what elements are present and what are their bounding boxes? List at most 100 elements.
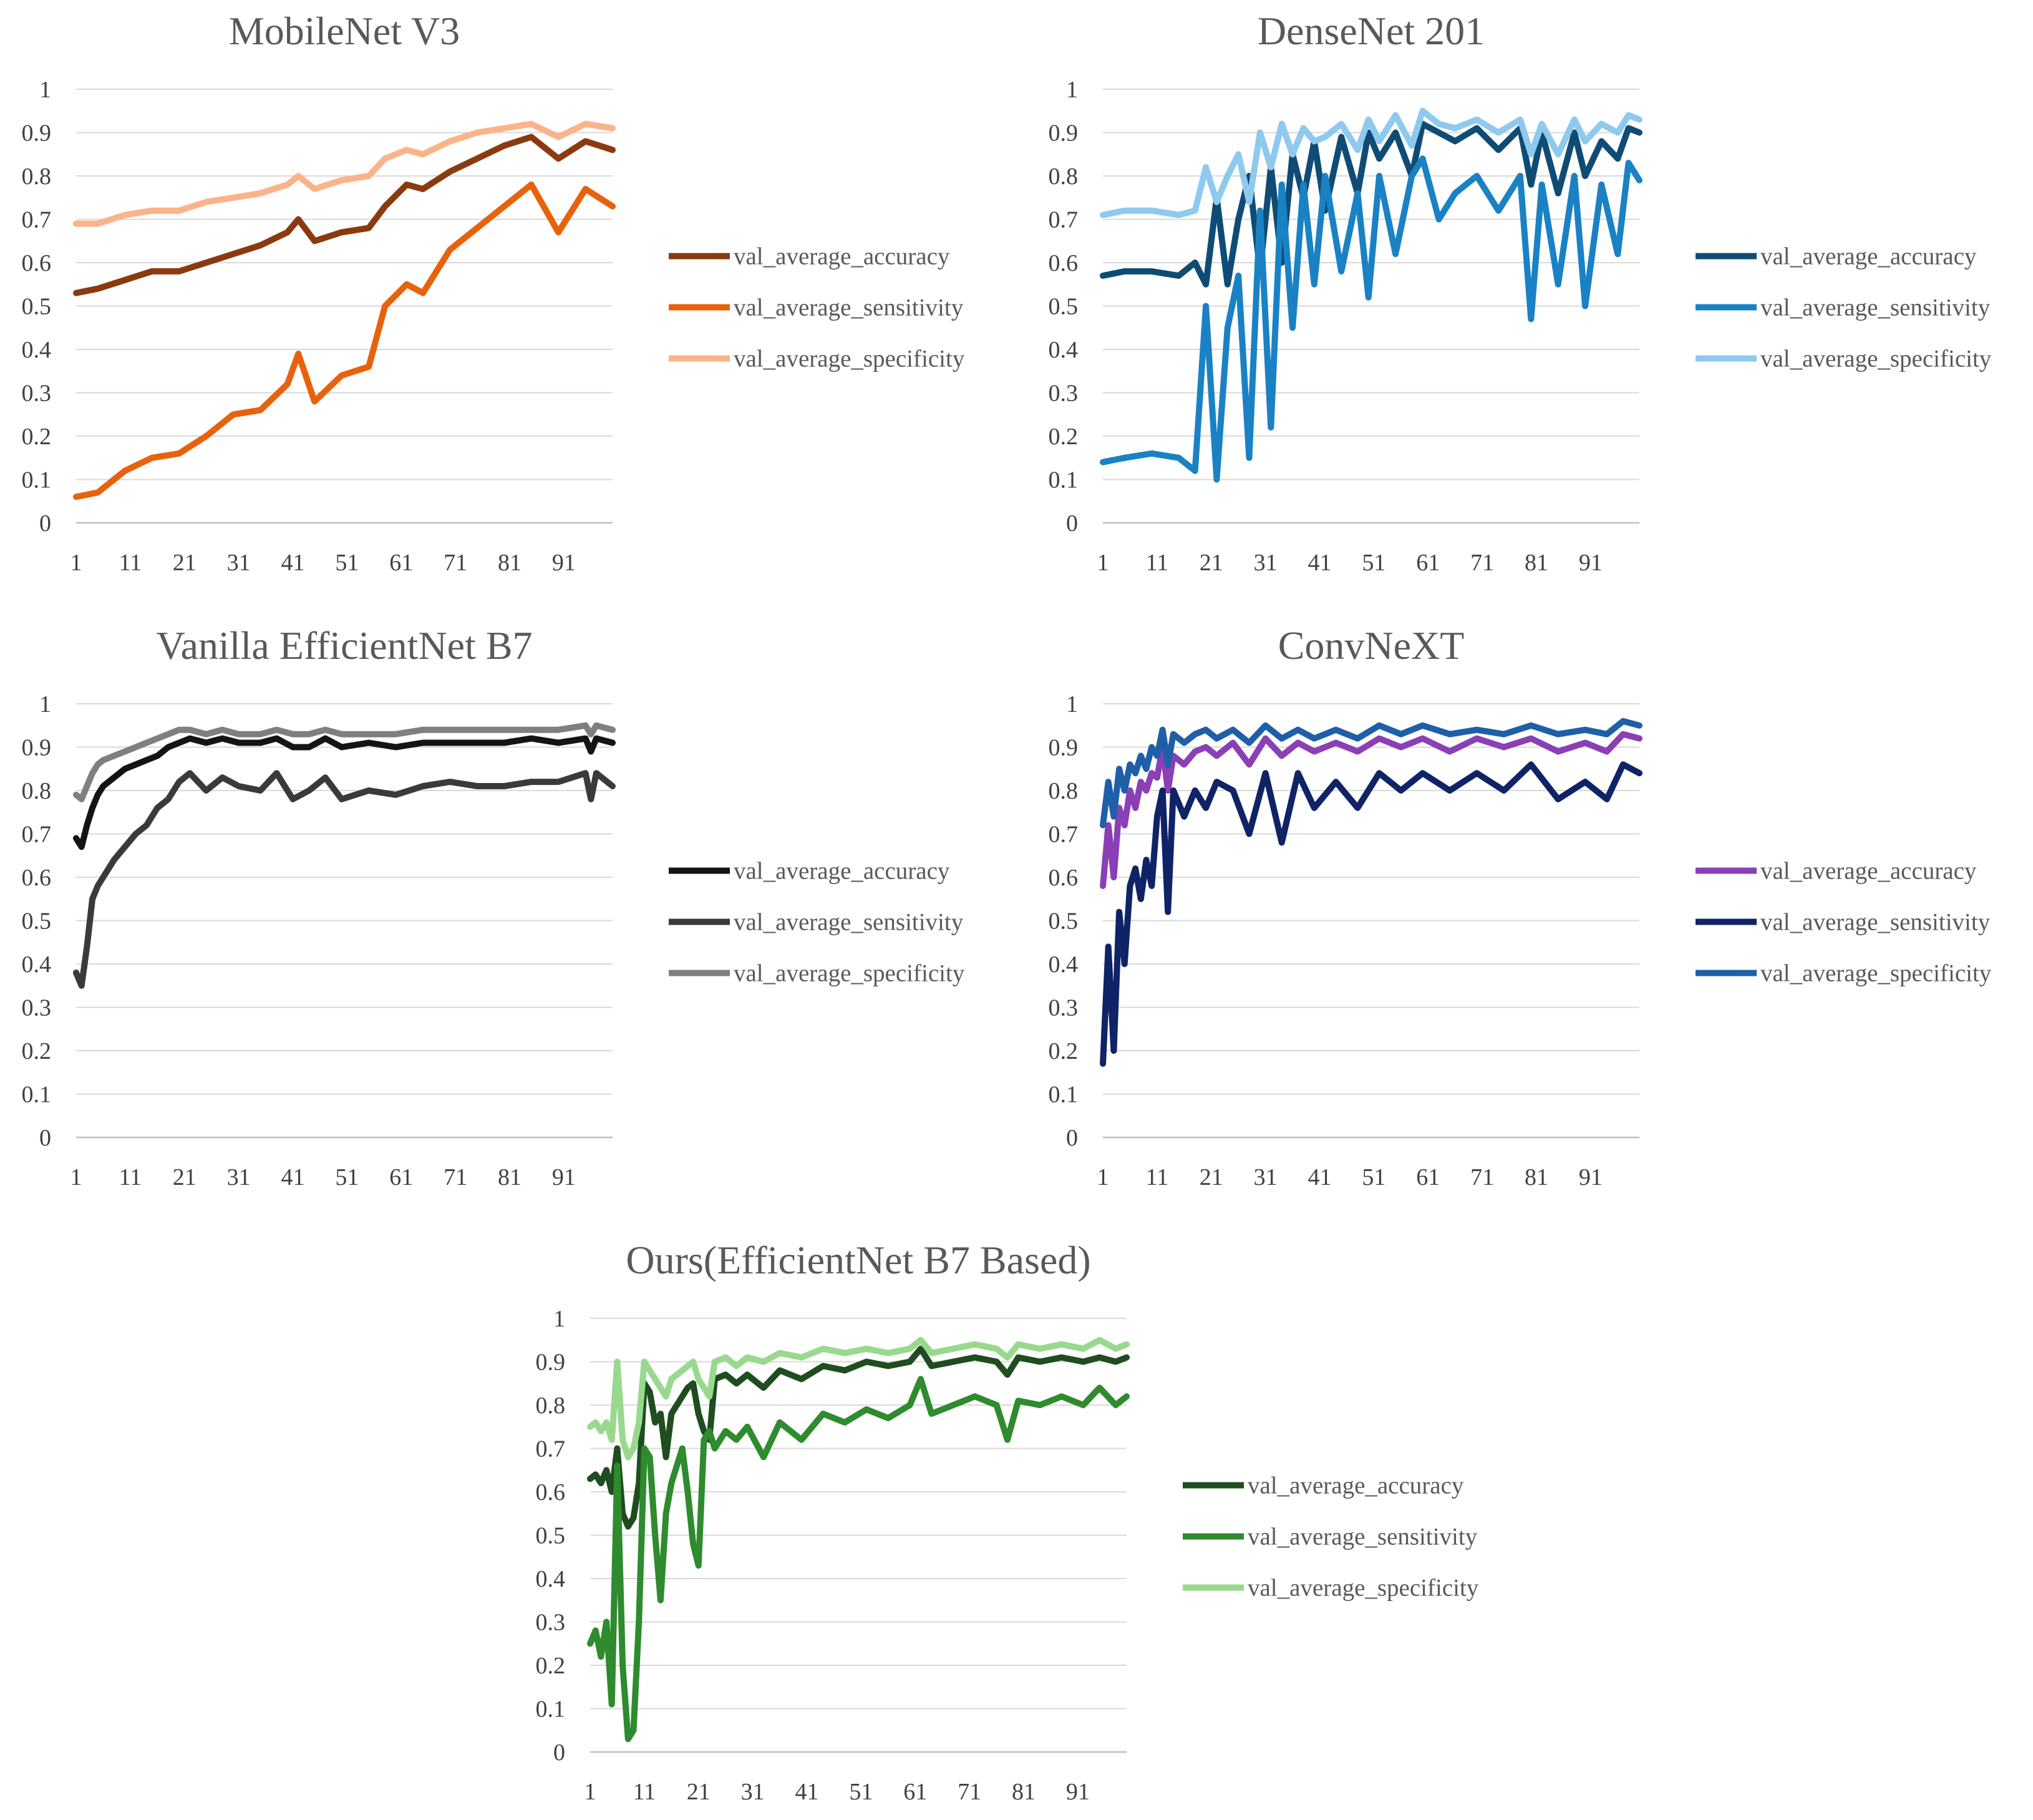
y-tick-label: 0.8 <box>536 1393 566 1419</box>
series-line-val-average-specificity <box>587 1336 1130 1461</box>
y-tick-label: 0.5 <box>1049 908 1079 935</box>
series-line-val-average-accuracy <box>1100 120 1642 288</box>
series-line-val-average-sensitivity <box>73 181 616 500</box>
series-line-val-average-accuracy <box>73 134 616 296</box>
x-tick-label: 41 <box>795 1779 818 1805</box>
legend-label: val_average_specificity <box>734 960 965 987</box>
y-tick-label: 0.4 <box>1049 337 1079 363</box>
y-tick-label: 0.2 <box>536 1653 566 1679</box>
x-tick-label: 61 <box>1416 1164 1440 1190</box>
x-tick-label: 51 <box>335 1164 359 1190</box>
y-tick-label: 0.8 <box>1049 778 1079 804</box>
y-tick-label: 0.8 <box>1049 163 1079 190</box>
y-tick-label: 0.7 <box>1049 207 1079 233</box>
chart-mobilenet-v3: MobileNet V3 0 0.1 0.2 0.3 0.4 0.5 0.6 0.7 0.8 0.9… <box>22 9 965 576</box>
legend-label: val_average_accuracy <box>1760 243 1977 270</box>
y-tick-label: 0.8 <box>22 163 52 190</box>
y-tick-label: 1 <box>553 1306 565 1332</box>
y-tick-label: 0.6 <box>1049 250 1079 276</box>
x-tick-label: 11 <box>119 550 142 576</box>
y-tick-label: 0.6 <box>536 1479 566 1506</box>
x-tick-label: 11 <box>119 1164 142 1190</box>
y-tick-label: 0.3 <box>1049 381 1079 407</box>
y-tick-label: 0.2 <box>22 1038 52 1064</box>
y-tick-label: 0.3 <box>22 995 52 1021</box>
x-tick-label: 81 <box>498 1164 522 1190</box>
x-tick-label: 1 <box>1097 550 1109 576</box>
y-tick-label: 1 <box>39 77 51 103</box>
y-tick-label: 0.5 <box>22 294 52 320</box>
y-tick-label: 0.7 <box>22 207 52 233</box>
x-tick-label: 81 <box>1525 1164 1548 1190</box>
y-tick-label: 0.1 <box>1049 1082 1079 1108</box>
x-tick-label: 41 <box>1308 550 1331 576</box>
y-tick-label: 0.3 <box>536 1610 566 1636</box>
x-tick-label: 1 <box>1097 1164 1109 1190</box>
y-tick-label: 0.7 <box>22 822 52 848</box>
legend-label: val_average_specificity <box>1760 346 1992 372</box>
x-tick-label: 41 <box>1308 1164 1331 1190</box>
y-tick-label: 0.9 <box>22 735 52 761</box>
x-tick-label: 61 <box>1416 550 1440 576</box>
x-tick-label: 61 <box>389 550 413 576</box>
series-line-val-average-specificity <box>73 120 616 227</box>
x-tick-label: 71 <box>1470 1164 1494 1190</box>
chart-vanilla-efficientnet-b7: Vanilla EfficientNet B7 0 0.1 0.2 0.3 0.4 0.5 0… <box>22 623 965 1190</box>
x-tick-label: 1 <box>585 1779 596 1805</box>
y-tick-label: 0.6 <box>22 250 52 276</box>
x-tick-label: 71 <box>1470 550 1494 576</box>
x-tick-label: 21 <box>1200 550 1223 576</box>
x-tick-label: 91 <box>552 550 576 576</box>
series-line-val-average-sensitivity <box>73 770 616 989</box>
chart-title: Ours(EfficientNet B7 Based) <box>626 1238 1090 1282</box>
y-tick-label: 1 <box>39 691 51 718</box>
y-tick-label: 0.2 <box>1049 424 1079 450</box>
x-tick-label: 91 <box>552 1164 576 1190</box>
x-tick-label: 31 <box>227 1164 251 1190</box>
legend-label: val_average_accuracy <box>734 243 950 270</box>
y-tick-label: 0 <box>1066 1125 1078 1151</box>
y-tick-label: 0 <box>39 510 51 537</box>
series-line-val-average-accuracy <box>1100 731 1642 889</box>
x-tick-label: 51 <box>1362 550 1385 576</box>
chart-title: MobileNet V3 <box>229 9 460 53</box>
series-line-val-average-sensitivity <box>1100 761 1642 1067</box>
x-tick-label: 81 <box>1012 1779 1036 1805</box>
x-tick-label: 41 <box>281 1164 304 1190</box>
y-tick-label: 0.4 <box>22 951 52 978</box>
y-tick-label: 0.7 <box>1049 822 1079 848</box>
x-tick-label: 21 <box>1200 1164 1223 1190</box>
y-tick-label: 0.9 <box>536 1350 566 1376</box>
chart-title: DenseNet 201 <box>1258 9 1485 53</box>
x-tick-label: 61 <box>389 1164 413 1190</box>
y-tick-label: 0.9 <box>1049 120 1079 147</box>
y-tick-label: 0.1 <box>1049 467 1079 494</box>
y-tick-label: 0.5 <box>22 908 52 935</box>
series-line-val-average-specificity <box>1100 718 1642 829</box>
x-tick-label: 11 <box>1146 1164 1169 1190</box>
x-tick-label: 21 <box>687 1779 711 1805</box>
x-tick-label: 91 <box>1579 550 1603 576</box>
y-tick-label: 0.8 <box>22 778 52 804</box>
y-tick-label: 0.9 <box>22 120 52 147</box>
series-line-val-average-sensitivity <box>1100 155 1642 483</box>
chart-title: Vanilla EfficientNet B7 <box>156 623 532 668</box>
y-tick-label: 0.2 <box>1049 1038 1079 1064</box>
y-tick-label: 0.1 <box>22 467 52 494</box>
x-tick-label: 1 <box>70 1164 82 1190</box>
legend-label: val_average_sensitivity <box>1248 1524 1478 1550</box>
x-tick-label: 21 <box>173 550 197 576</box>
y-tick-label: 0.4 <box>1049 951 1079 978</box>
legend-label: val_average_specificity <box>1248 1575 1479 1602</box>
x-tick-label: 1 <box>70 550 82 576</box>
y-tick-label: 0 <box>1066 510 1078 537</box>
legend-label: val_average_specificity <box>734 346 965 372</box>
legend-label: val_average_accuracy <box>1248 1472 1464 1499</box>
y-tick-label: 0.6 <box>1049 865 1079 891</box>
y-tick-label: 0 <box>39 1125 51 1151</box>
x-tick-label: 51 <box>849 1779 873 1805</box>
y-tick-label: 0.5 <box>536 1523 566 1549</box>
x-tick-label: 71 <box>444 550 467 576</box>
